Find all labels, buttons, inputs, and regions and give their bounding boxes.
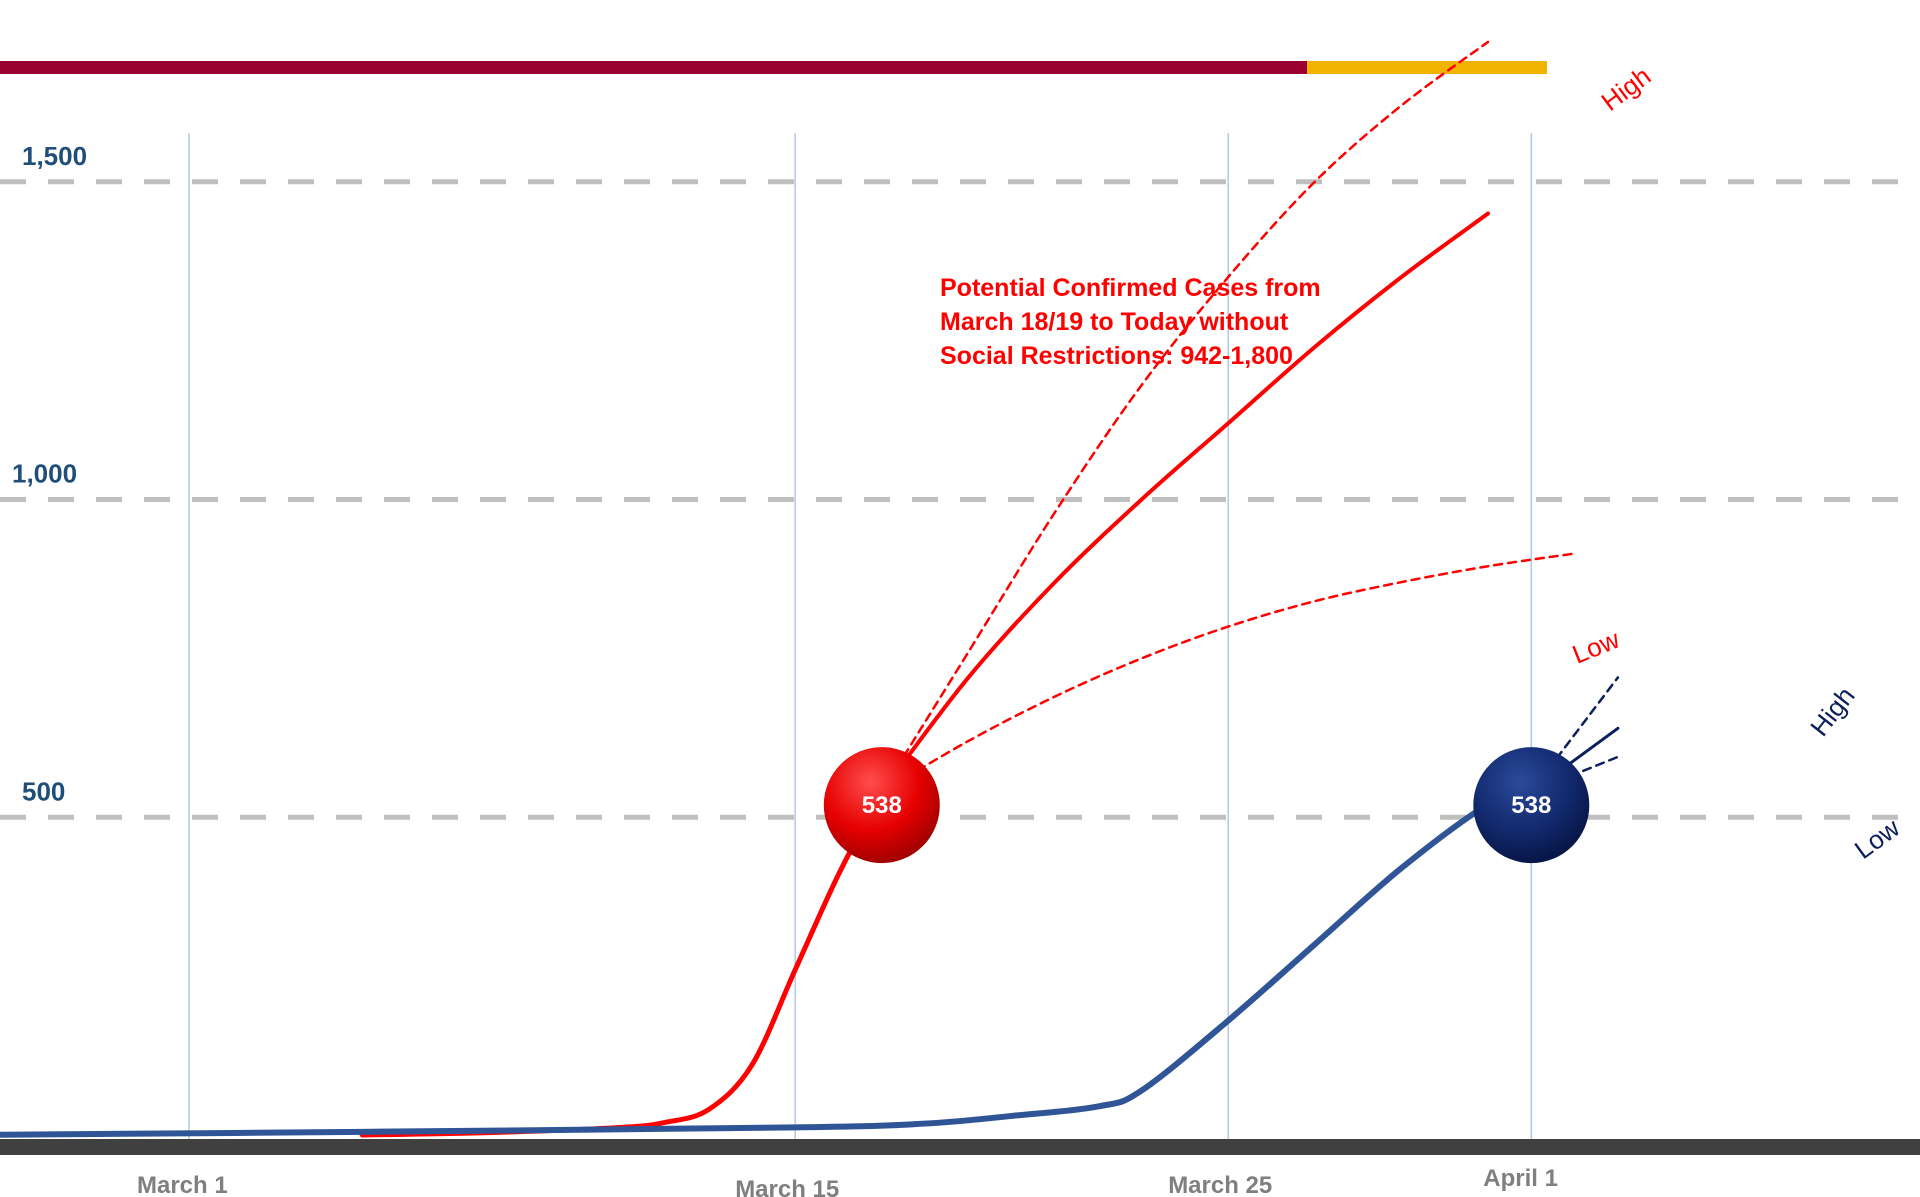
horizontal-gridlines (0, 179, 1920, 820)
x-tick-label: March 25 (1168, 1172, 1272, 1197)
marker-circle (1473, 747, 1590, 864)
marker-red: 538 (823, 747, 940, 864)
y-tick-label: 500 (22, 776, 65, 806)
series-line-projection-red-solid (879, 211, 1490, 794)
marker-value-label: 538 (862, 792, 902, 819)
title-bar-accent (1307, 61, 1547, 74)
note-line-1: Potential Confirmed Cases from (940, 274, 1321, 302)
series-line-projection-red-low-dashed (880, 552, 1576, 794)
x-tick-label: March 1 (137, 1172, 228, 1197)
markers: 538 538 (823, 747, 1590, 864)
y-tick-label: 1,000 (12, 459, 77, 489)
blue-high-label: High (1804, 681, 1861, 742)
y-axis-tick-labels: 500 1,000 1,500 (12, 141, 87, 807)
x-tick-label: April 1 (1483, 1165, 1558, 1192)
vertical-gridlines (188, 133, 1533, 1139)
red-low-label: Low (1568, 624, 1624, 670)
series-lines (0, 40, 1620, 1138)
x-tick-label: March 15 (735, 1176, 839, 1197)
blue-low-label: Low (1849, 812, 1905, 864)
series-line-projection-blue-high-dashed (1530, 676, 1620, 794)
series-line-solid-red (359, 789, 885, 1138)
note-line-3: Social Restrictions: 942-1,800 (940, 342, 1293, 370)
series-line-projection-red-high-dashed (880, 40, 1490, 794)
x-axis-baseline (0, 1139, 1920, 1155)
series-line-solid-blue (0, 788, 1535, 1138)
marker-value-label: 538 (1511, 792, 1551, 819)
marker-circle (823, 747, 940, 864)
note-line-2: March 18/19 to Today without (940, 308, 1289, 336)
marker-blue: 538 (1473, 747, 1590, 864)
x-axis-tick-labels: March 1 March 15 March 25 April 1 (137, 1165, 1558, 1197)
y-tick-label: 1,500 (22, 141, 87, 171)
title-bar-primary (0, 61, 1307, 74)
red-high-label: High (1596, 61, 1657, 117)
